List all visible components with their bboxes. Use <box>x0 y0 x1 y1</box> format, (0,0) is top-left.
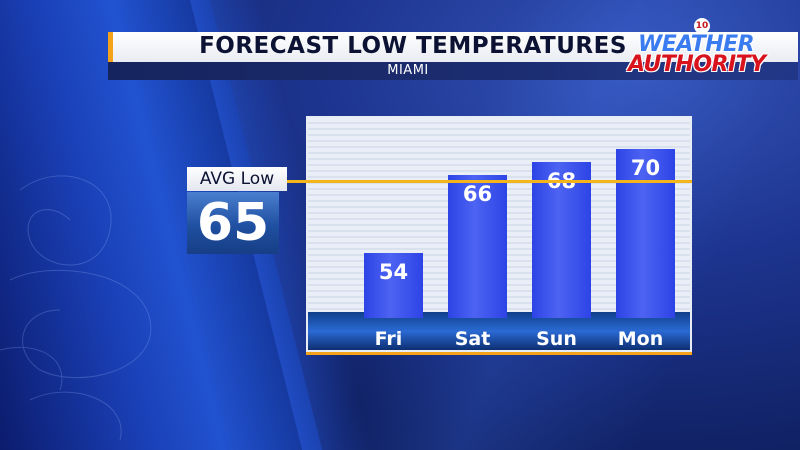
category-label-mon: Mon <box>618 328 664 350</box>
bar-sat <box>448 175 507 318</box>
page-title: FORECAST LOW TEMPERATURES <box>199 33 627 59</box>
bar-mon <box>616 149 675 318</box>
contour-pattern <box>0 175 152 441</box>
data-label-sat: 66 <box>463 182 492 206</box>
category-label-sat: Sat <box>455 328 491 350</box>
bar-sun <box>532 162 591 318</box>
category-label-fri: Fri <box>375 328 403 350</box>
data-label-mon: 70 <box>631 156 660 180</box>
header-bar: FORECAST LOW TEMPERATURES <box>108 32 798 62</box>
chart-bottom-line <box>306 352 692 355</box>
average-low-value: 65 <box>187 192 279 254</box>
channel-badge: 10 <box>694 18 710 34</box>
category-label-sun: Sun <box>536 328 577 350</box>
location-subtitle: MIAMI <box>387 63 429 78</box>
chart-floor <box>308 312 690 350</box>
logo-line-weather: WEATHER <box>638 32 755 57</box>
subtitle-bar: MIAMI <box>108 62 798 80</box>
bar-fri <box>364 253 423 318</box>
average-low-box: AVG Low 65 <box>187 167 290 255</box>
data-label-fri: 54 <box>379 260 408 284</box>
weather-authority-logo: 10 WEATHER AUTHORITY <box>624 14 784 80</box>
average-low-label: AVG Low <box>187 167 287 191</box>
logo-line-authority: AUTHORITY <box>628 52 766 77</box>
